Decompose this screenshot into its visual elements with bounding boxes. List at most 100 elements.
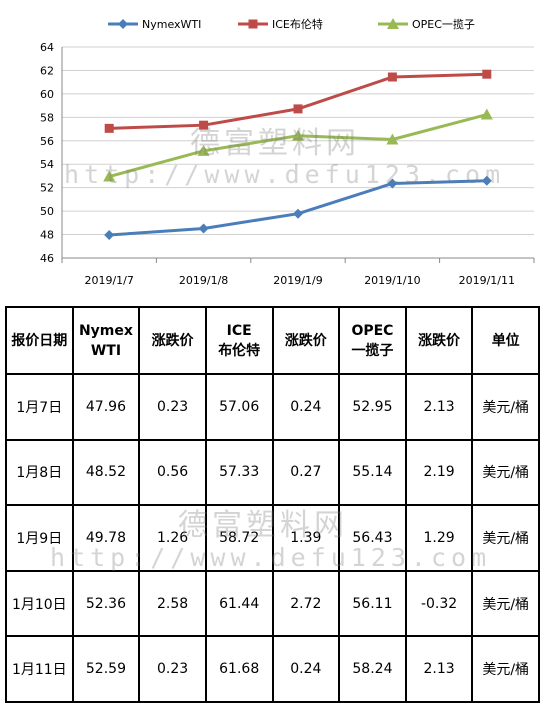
table-row: 1月7日 47.96 0.23 57.06 0.24 52.95 2.13 美元/桶 [5,373,540,441]
data-point [480,108,493,120]
table-cell: 56.43 [338,504,407,572]
table-cell: 61.44 [204,569,274,638]
header-text: WTI [90,342,122,359]
data-point [386,133,399,145]
table-cell: 58.24 [338,635,407,703]
header-text: 单位 [491,332,520,349]
table-cell: 0.24 [271,373,341,441]
x-tick-label: 2019/1/10 [364,274,420,287]
table-cell: 1月7日 [5,373,74,441]
chart-svg: 46 48 50 52 54 56 58 60 62 64 2019/1/7 2019/1/8 2019… [40,17,535,287]
table-cell: 美元/桶 [471,504,540,572]
legend-marker [248,19,258,29]
y-tick-label: 54 [40,158,54,171]
table-row: 1月10日 52.36 2.58 61.44 2.72 56.11 -0.32 美元/桶 [5,569,540,638]
table-cell: 2.19 [404,438,474,507]
data-point [104,230,115,241]
table-cell: 0.24 [271,635,341,703]
table-row: 1月8日 48.52 0.56 57.33 0.27 55.14 2.19 美元/桶 [5,438,540,507]
data-point [293,208,303,219]
table-cell: 美元/桶 [471,438,540,507]
legend-label: OPEC一揽子 [412,18,475,31]
table-cell: 52.59 [71,635,141,703]
data-point [103,170,116,182]
data-point [481,175,492,186]
header-text: 涨跌价 [418,332,461,349]
table-cell: 48.52 [71,438,141,507]
table-cell: 55.14 [338,438,407,507]
y-tick-label: 50 [40,205,54,218]
header-text: 一揽子 [351,342,394,359]
table-cell: 0.27 [271,438,341,507]
table-cell: 0.23 [138,635,207,703]
y-tick-label: 62 [40,64,54,77]
table-cell: -0.32 [404,569,474,638]
line-chart: 46 48 50 52 54 56 58 60 62 64 2019/1/7 2019/1/8 2019… [0,0,545,300]
data-point [387,72,397,82]
series-line-1 [109,72,487,130]
table-cell: 57.33 [204,438,274,507]
header-text: 涨跌价 [151,332,194,349]
table-header-cell: 涨跌价 [404,306,474,375]
table-body: 1月7日 47.96 0.23 57.06 0.24 52.95 2.13 美元/桶 1月8日 4… [5,373,540,703]
data-point [197,144,210,156]
table-header-cell: ICE 布伦特 [204,306,274,375]
table-header-cell: 涨跌价 [138,306,207,375]
table-cell: 57.06 [204,373,274,441]
table-cell: 1月10日 [5,569,74,638]
legend-marker [387,18,399,29]
x-tick-label: 2019/1/7 [84,274,133,287]
table-cell: 1.26 [138,504,207,572]
y-tick-label: 58 [40,111,54,124]
data-point [293,104,303,114]
header-text: 涨跌价 [284,332,327,349]
table-cell: 1月11日 [5,635,74,703]
header-text: OPEC [351,322,394,339]
legend-label: ICE布伦特 [272,17,323,31]
table-cell: 2.58 [138,569,207,638]
table-cell: 2.72 [271,569,341,638]
table-row: 1月11日 52.59 0.23 61.68 0.24 58.24 2.13 美元/桶 [5,635,540,703]
table-cell: 49.78 [71,504,141,572]
table-cell: 2.13 [404,373,474,441]
data-point [292,129,304,141]
y-tick-label: 52 [40,182,54,195]
data-point [198,223,209,234]
y-tick-label: 48 [40,229,54,242]
y-tick-label: 64 [40,41,54,54]
table-cell: 0.56 [138,438,207,507]
table-header-row: 报价日期 Nymex WTI 涨跌价 ICE 布伦特 涨跌价 OPEC 一揽子 涨跌价 单位 [5,306,540,375]
table-cell: 美元/桶 [471,373,540,441]
x-tick-label: 2019/1/9 [273,274,322,287]
table-row: 1月9日 49.78 1.26 58.72 1.39 56.43 1.29 美元/桶 [5,504,540,572]
header-text: 布伦特 [218,342,261,359]
data-point [104,123,114,133]
table-cell: 2.13 [404,635,474,703]
legend-marker [118,19,128,29]
oil-price-table: 报价日期 Nymex WTI 涨跌价 ICE 布伦特 涨跌价 OPEC 一揽子 涨跌价 单位 1月7… [5,306,540,703]
table-cell: 52.36 [71,569,141,638]
data-point [482,69,492,79]
table-header-cell: Nymex WTI [71,306,141,375]
y-tick-label: 46 [40,252,54,265]
y-tick-label: 60 [40,88,54,101]
y-tick-label: 56 [40,135,54,148]
data-point [387,178,398,189]
x-tick-label: 2019/1/8 [179,274,228,287]
legend-label: NymexWTI [142,18,201,31]
table-cell: 1月9日 [5,504,74,572]
header-text: Nymex [78,322,133,339]
table-header-cell: 单位 [471,306,540,375]
header-text: ICE [226,322,252,339]
series-line-2 [108,113,488,178]
table-cell: 58.72 [204,504,274,572]
header-text: 报价日期 [11,332,68,349]
table-header-cell: 报价日期 [5,306,74,375]
series-line-0 [109,179,487,237]
x-tick-label: 2019/1/11 [459,274,515,287]
table-cell: 1月8日 [5,438,74,507]
table-cell: 1.29 [404,504,474,572]
table-cell: 美元/桶 [471,569,540,638]
table-cell: 52.95 [338,373,407,441]
table-cell: 47.96 [71,373,141,441]
